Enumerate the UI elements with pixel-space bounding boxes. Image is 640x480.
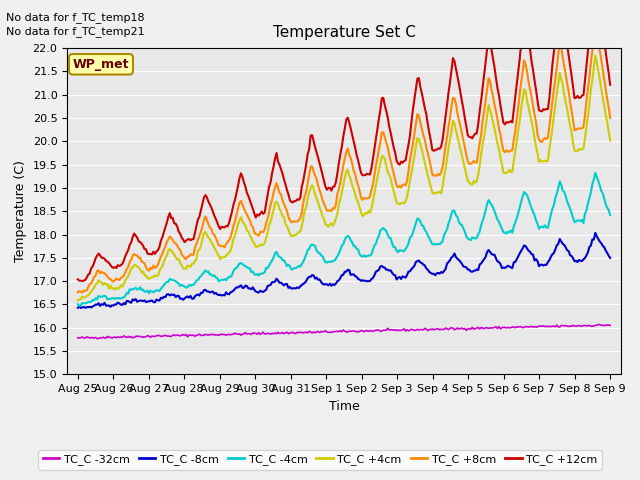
TC_C -8cm bbox=[234, 285, 242, 290]
Legend: TC_C -32cm, TC_C -8cm, TC_C -4cm, TC_C +4cm, TC_C +8cm, TC_C +12cm: TC_C -32cm, TC_C -8cm, TC_C -4cm, TC_C +… bbox=[38, 450, 602, 469]
TC_C +12cm bbox=[234, 183, 242, 189]
Line: TC_C +4cm: TC_C +4cm bbox=[78, 55, 610, 300]
TC_C -4cm bbox=[74, 301, 82, 307]
Line: TC_C +8cm: TC_C +8cm bbox=[78, 22, 610, 292]
Line: TC_C -8cm: TC_C -8cm bbox=[78, 233, 610, 308]
TC_C -32cm bbox=[578, 323, 586, 329]
Title: Temperature Set C: Temperature Set C bbox=[273, 25, 415, 40]
Line: TC_C +12cm: TC_C +12cm bbox=[78, 0, 610, 281]
TC_C -32cm bbox=[252, 330, 260, 336]
TC_C -32cm bbox=[141, 334, 148, 340]
TC_C +8cm bbox=[141, 261, 148, 266]
TC_C +8cm bbox=[252, 231, 260, 237]
TC_C -4cm bbox=[591, 170, 599, 176]
TC_C -8cm bbox=[261, 288, 269, 294]
TC_C +8cm bbox=[591, 19, 599, 25]
TC_C +12cm bbox=[261, 210, 269, 216]
Line: TC_C -4cm: TC_C -4cm bbox=[78, 173, 610, 306]
TC_C -8cm bbox=[606, 255, 614, 261]
TC_C +8cm bbox=[234, 206, 242, 212]
Line: TC_C -32cm: TC_C -32cm bbox=[78, 324, 610, 338]
X-axis label: Time: Time bbox=[328, 400, 360, 413]
TC_C +12cm bbox=[79, 278, 86, 284]
TC_C -4cm bbox=[261, 269, 269, 275]
TC_C -8cm bbox=[591, 230, 599, 236]
TC_C +4cm bbox=[74, 297, 82, 303]
TC_C -4cm bbox=[234, 263, 242, 269]
TC_C -8cm bbox=[578, 258, 586, 264]
TC_C -8cm bbox=[141, 298, 148, 303]
TC_C +8cm bbox=[79, 289, 86, 295]
TC_C +4cm bbox=[606, 138, 614, 144]
TC_C -32cm bbox=[261, 331, 269, 337]
TC_C +8cm bbox=[261, 227, 269, 232]
TC_C -8cm bbox=[252, 288, 260, 294]
TC_C +4cm bbox=[140, 268, 147, 274]
TC_C +8cm bbox=[74, 289, 82, 295]
TC_C -8cm bbox=[308, 272, 316, 278]
TC_C +4cm bbox=[591, 52, 599, 58]
TC_C -32cm bbox=[606, 323, 614, 328]
TC_C +8cm bbox=[578, 126, 586, 132]
Text: No data for f_TC_temp21: No data for f_TC_temp21 bbox=[6, 26, 145, 37]
TC_C +4cm bbox=[577, 147, 584, 153]
TC_C +12cm bbox=[252, 215, 260, 220]
TC_C -4cm bbox=[578, 217, 586, 223]
TC_C -32cm bbox=[74, 335, 82, 341]
TC_C +4cm bbox=[259, 241, 267, 247]
TC_C +8cm bbox=[606, 115, 614, 121]
TC_C -32cm bbox=[234, 331, 242, 337]
TC_C -8cm bbox=[74, 305, 82, 311]
Text: No data for f_TC_temp18: No data for f_TC_temp18 bbox=[6, 12, 145, 23]
Y-axis label: Temperature (C): Temperature (C) bbox=[14, 160, 27, 262]
TC_C +12cm bbox=[141, 246, 148, 252]
TC_C -4cm bbox=[141, 289, 148, 295]
TC_C -32cm bbox=[595, 322, 602, 327]
TC_C -4cm bbox=[606, 212, 614, 218]
TC_C -4cm bbox=[252, 272, 260, 278]
TC_C -32cm bbox=[308, 330, 316, 336]
TC_C +4cm bbox=[307, 185, 314, 191]
TC_C +12cm bbox=[606, 82, 614, 88]
TC_C -4cm bbox=[308, 242, 316, 248]
TC_C +4cm bbox=[250, 240, 258, 246]
TC_C -4cm bbox=[76, 303, 83, 309]
TC_C +12cm bbox=[74, 276, 82, 282]
TC_C +8cm bbox=[308, 164, 316, 169]
TC_C +12cm bbox=[308, 132, 316, 138]
Text: WP_met: WP_met bbox=[73, 58, 129, 71]
TC_C -8cm bbox=[77, 305, 84, 311]
TC_C -32cm bbox=[93, 336, 101, 341]
TC_C +4cm bbox=[233, 227, 241, 233]
TC_C +12cm bbox=[578, 93, 586, 98]
